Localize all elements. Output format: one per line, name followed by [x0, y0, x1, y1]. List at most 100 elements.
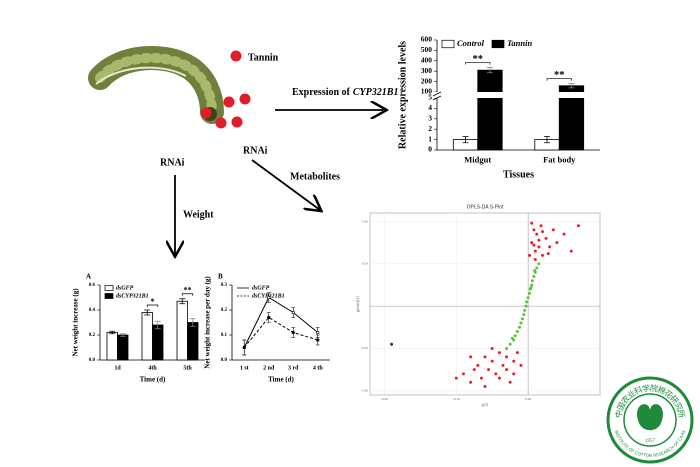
- point: [497, 351, 501, 355]
- point: [483, 355, 487, 359]
- significance-label: **: [473, 54, 484, 65]
- point: [539, 224, 543, 228]
- point: [497, 376, 501, 380]
- point: [515, 330, 519, 334]
- y-axis-label: p(corr)[1]: [355, 295, 360, 311]
- point: [535, 232, 539, 236]
- y-tick-label: 0.4: [89, 308, 96, 313]
- legend-label: dsCYP321B1: [116, 293, 149, 299]
- error-bar: [144, 309, 151, 316]
- point: [532, 243, 536, 247]
- tannin-label: Tannin: [248, 52, 279, 63]
- point: [490, 346, 494, 350]
- arrow: [251, 159, 320, 210]
- y-axis-label: Net weight increase per day (g): [204, 276, 212, 369]
- point: [523, 308, 527, 312]
- y-tick-label: 0.2: [221, 308, 228, 313]
- y-axis-label: Net weight increase (g): [72, 288, 80, 357]
- bar: [477, 69, 503, 151]
- caterpillar: [88, 46, 224, 124]
- point: [513, 334, 517, 338]
- x-tick-label: 1 st: [240, 365, 249, 371]
- point: [519, 363, 523, 367]
- significance-bracket: [546, 78, 572, 81]
- point: [530, 283, 534, 287]
- point: [541, 253, 544, 257]
- point: [537, 245, 541, 249]
- x-tick-label: -0.20: [381, 397, 389, 401]
- point: [476, 363, 480, 367]
- legend-swatch: [104, 285, 114, 291]
- error-bar: [462, 136, 469, 144]
- y-tick-label: 400: [421, 56, 433, 65]
- rnai-label: RNAi: [160, 157, 185, 168]
- y-tick-label: 600: [421, 35, 433, 44]
- y-tick-label: 3: [428, 114, 432, 123]
- y-tick-label: 4: [428, 103, 432, 112]
- y-tick-label: 0.3: [221, 283, 228, 288]
- point: [522, 313, 526, 317]
- error-bar: [544, 136, 551, 144]
- x-tick-label: -0.10: [453, 397, 461, 401]
- logo-year: 1957: [645, 439, 656, 444]
- y-tick-label: 0.2: [89, 333, 96, 338]
- point: [479, 376, 483, 380]
- line: [243, 296, 319, 348]
- axis-break: [433, 92, 600, 98]
- legend-swatch: [104, 293, 114, 299]
- legend-label: dsGFP: [116, 285, 134, 291]
- x-tick-label: 4th: [148, 365, 157, 371]
- logo: 中国农业科学院棉花研究所 INSTITUTE OF COTTON RESEARC…: [606, 376, 694, 464]
- significance-label: **: [184, 286, 192, 295]
- point: [508, 342, 512, 346]
- point: [562, 232, 566, 236]
- error-bar: [109, 330, 116, 335]
- legend-label: Control: [457, 38, 485, 48]
- point: [533, 258, 537, 262]
- point: [454, 376, 458, 380]
- point: [469, 355, 473, 359]
- expression-gene: CYP321B1: [353, 87, 399, 98]
- point: [512, 372, 516, 376]
- significance-bracket: [181, 293, 194, 296]
- significance-label: *: [151, 297, 155, 306]
- point: [541, 230, 544, 234]
- significance-bracket: [465, 62, 491, 65]
- point: [526, 296, 530, 300]
- panel-label: A: [86, 273, 91, 281]
- y-tick-label: 500: [421, 45, 433, 54]
- weight-label: Weight: [183, 209, 214, 220]
- point: [515, 351, 519, 355]
- point: [551, 228, 555, 232]
- tannin-dots: [200, 50, 251, 129]
- point: [501, 363, 505, 367]
- y-tick-label: 1.00: [362, 219, 368, 223]
- point: [267, 315, 271, 320]
- significance-label: **: [554, 70, 565, 81]
- error-bar: [189, 318, 196, 327]
- point: [530, 241, 534, 245]
- expression-prefix: Expression of: [292, 87, 351, 98]
- point: [532, 228, 536, 232]
- point: [524, 304, 528, 308]
- x-axis-label: p[1]: [482, 402, 489, 407]
- point: [528, 291, 532, 295]
- point: [535, 266, 539, 270]
- point: [505, 368, 509, 372]
- y-tick-label: 0.6: [89, 283, 96, 288]
- legend-label: Tannin: [507, 38, 532, 48]
- point: [530, 279, 534, 283]
- point: [532, 274, 536, 278]
- y-axis-label: Relative expression levels: [397, 41, 408, 149]
- significance-bracket: [146, 304, 159, 307]
- point: [576, 224, 580, 228]
- point: [528, 253, 532, 257]
- point: [569, 249, 573, 253]
- point: [469, 380, 473, 384]
- point: [483, 385, 487, 389]
- x-tick-label: Midgut: [464, 154, 491, 164]
- x-tick-label: 0.00: [525, 397, 531, 401]
- x-axis-label: Time (d): [140, 376, 166, 384]
- point: [242, 345, 246, 350]
- metabolites-label: Metabolites: [290, 171, 340, 182]
